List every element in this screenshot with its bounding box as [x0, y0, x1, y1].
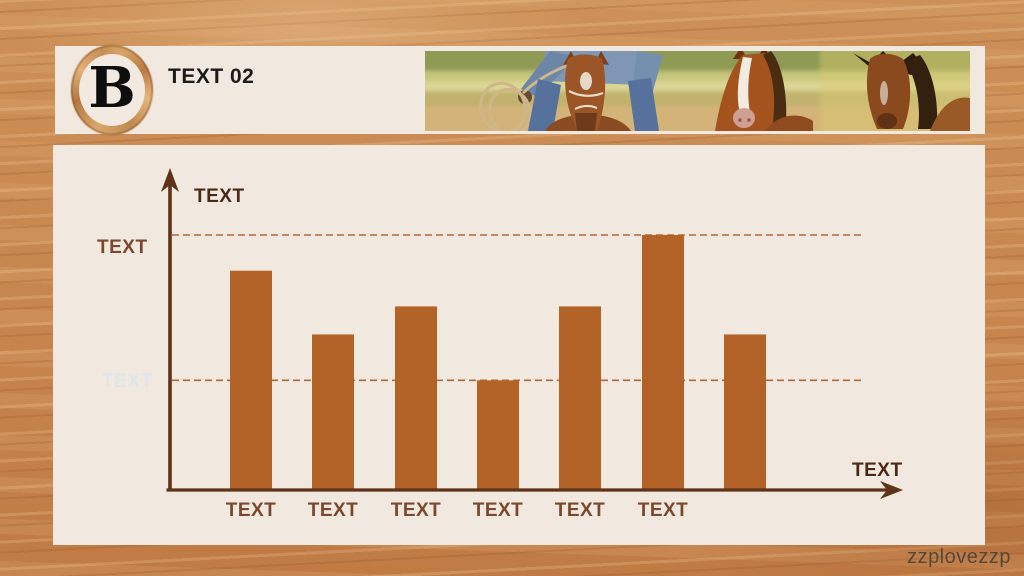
x-tick-label: TEXT	[226, 500, 277, 521]
ridden-horse-head	[563, 51, 609, 131]
x-tick-label: TEXT	[308, 500, 359, 521]
horses-photo-illustration	[425, 51, 970, 131]
slide-title: TEXT 02	[168, 65, 255, 88]
blaze-horse-figure	[715, 51, 813, 131]
bar[interactable]	[642, 235, 684, 490]
horses-photo	[425, 51, 970, 131]
bar-chart: TEXT TEXT TEXT TEXT TEXT TEXT	[161, 168, 903, 521]
cowboy-lasso-figure	[479, 51, 663, 131]
watermark: zzplovezzp	[907, 546, 1011, 568]
x-tick-label: TEXT	[391, 500, 442, 521]
y-axis-title: TEXT	[194, 186, 245, 207]
x-axis-title: TEXT	[852, 460, 903, 481]
logo-badge: B	[71, 45, 153, 135]
header-panel: B TEXT 02	[55, 45, 985, 135]
logo-letter: B	[88, 55, 136, 121]
y-axis-arrow-icon	[161, 168, 179, 192]
x-tick-labels: TEXT TEXT TEXT TEXT TEXT TEXT	[226, 500, 689, 521]
x-axis-arrow-icon	[880, 481, 903, 499]
x-tick-label: TEXT	[555, 500, 606, 521]
bar[interactable]	[312, 334, 354, 490]
bar[interactable]	[230, 270, 272, 490]
bar[interactable]	[477, 380, 519, 490]
chart-panel: TEXT TEXT TEXT TEXT TEXT TEXT TEXT TEXT TEXT …	[53, 145, 985, 545]
x-tick-label: TEXT	[638, 500, 689, 521]
bar-series	[230, 235, 766, 490]
bridle	[568, 90, 604, 110]
logo-inner-circle: B	[79, 54, 145, 126]
bar[interactable]	[395, 306, 437, 490]
bay-horse-figure	[853, 51, 970, 131]
lower-gridline-label: TEXT	[102, 371, 153, 392]
upper-gridline-label: TEXT	[97, 237, 148, 258]
bar[interactable]	[724, 334, 766, 490]
x-tick-label: TEXT	[473, 500, 524, 521]
bar[interactable]	[559, 306, 601, 490]
